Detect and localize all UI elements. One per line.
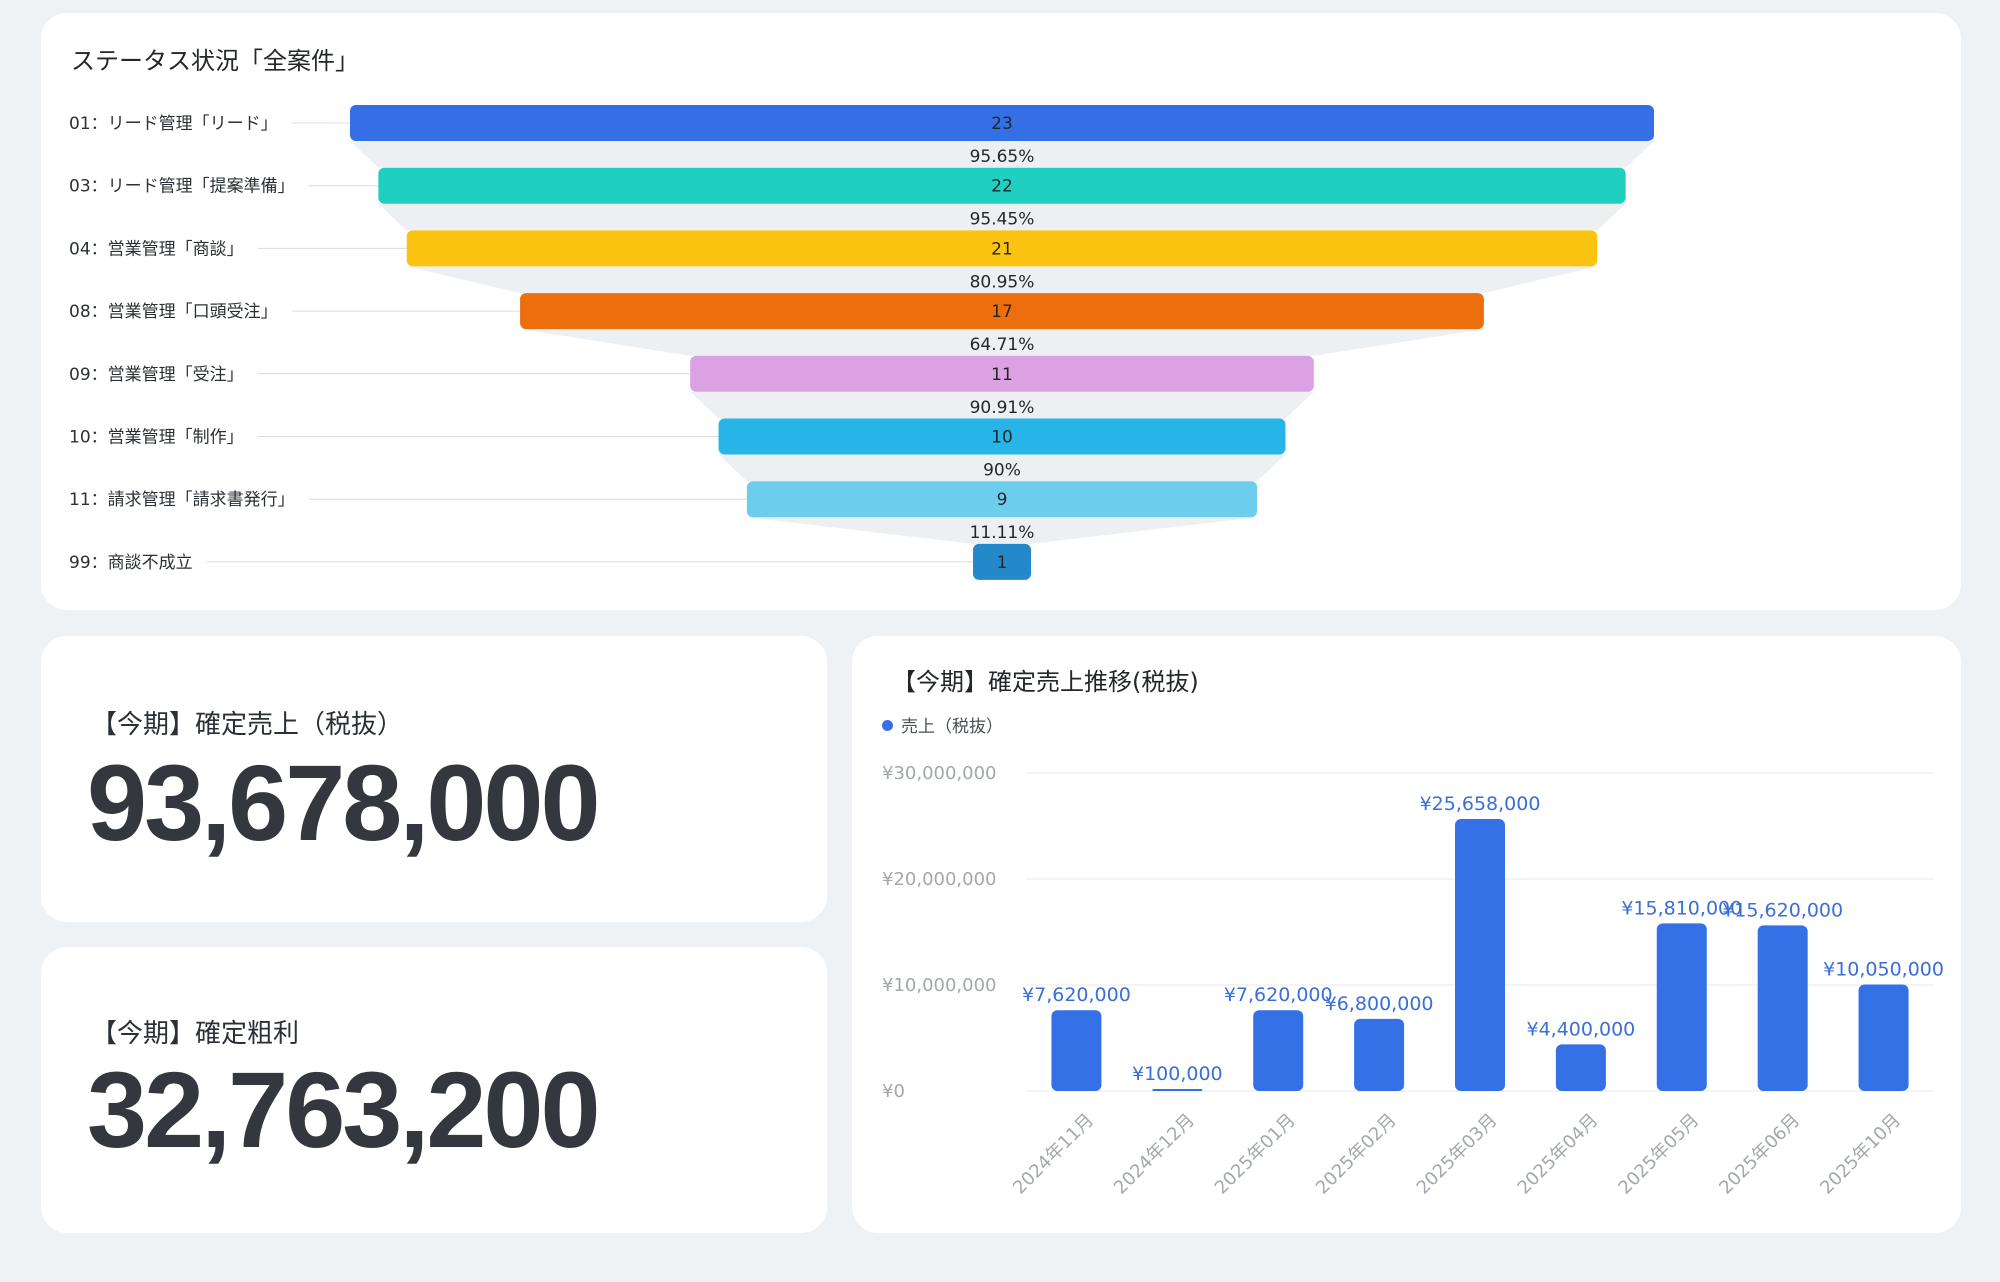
confirmed-profit-card: 【今期】確定粗利 32,763,200 — [41, 947, 827, 1233]
funnel-conversion-label: 90% — [983, 461, 1021, 481]
funnel-value-label: 9 — [997, 490, 1008, 510]
x-tick-label: 2025年10月 — [1816, 1110, 1905, 1199]
sales-bar[interactable] — [1152, 1089, 1203, 1091]
funnel-value-label: 10 — [991, 428, 1013, 448]
sales-trend-title: 【今期】確定売上推移(税抜) — [892, 668, 1199, 696]
funnel-value-label: 1 — [997, 553, 1008, 573]
x-tick-label: 2025年01月 — [1211, 1110, 1300, 1199]
sales-bar[interactable] — [1253, 1010, 1304, 1091]
x-tick-label: 2025年05月 — [1614, 1110, 1703, 1199]
sales-bar[interactable] — [1757, 925, 1808, 1091]
funnel-bar[interactable] — [690, 355, 1314, 392]
y-tick-label: ¥30,000,000 — [882, 763, 997, 784]
sales-bar[interactable] — [1354, 1018, 1405, 1091]
confirmed-sales-label: 【今期】確定売上（税抜） — [91, 710, 404, 740]
funnel-conversion-label: 11.11% — [970, 523, 1035, 543]
funnel-connector — [746, 517, 1258, 544]
funnel-conversion-label: 95.45% — [970, 210, 1035, 230]
confirmed-profit-label: 【今期】確定粗利 — [91, 1019, 300, 1049]
funnel-value-label: 11 — [991, 365, 1013, 385]
bar-data-label: ¥15,810,000 — [1621, 897, 1742, 919]
funnel-conversion-label: 90.91% — [970, 398, 1035, 418]
confirmed-sales-card: 【今期】確定売上（税抜） 93,678,000 — [41, 636, 827, 922]
funnel-value-label: 17 — [991, 302, 1013, 322]
x-tick-label: 2025年04月 — [1514, 1110, 1603, 1199]
funnel-category-label: 11：請求管理「請求書発行」 — [69, 490, 295, 510]
funnel-bar[interactable] — [406, 230, 1598, 267]
sales-trend-chart: ¥0 ¥10,000,000 ¥20,000,000 ¥30,000,000 ¥7,62… — [882, 763, 1944, 1199]
funnel-bar[interactable] — [520, 293, 1484, 330]
funnel-category-label: 99：商談不成立 — [69, 553, 193, 573]
funnel-category-label: 08：営業管理「口頭受注」 — [69, 302, 278, 322]
funnel-conversion-label: 95.65% — [970, 147, 1035, 167]
funnel-bar[interactable] — [718, 418, 1286, 455]
bar-data-label: ¥7,620,000 — [1022, 984, 1131, 1006]
funnel-category-label: 09：営業管理「受注」 — [69, 365, 244, 385]
bar-data-label: ¥4,400,000 — [1526, 1018, 1635, 1040]
funnel-conversion-label: 80.95% — [970, 272, 1035, 292]
y-tick-label: ¥20,000,000 — [882, 869, 997, 890]
x-tick-label: 2024年12月 — [1110, 1110, 1199, 1199]
confirmed-profit-value: 32,763,200 — [87, 1049, 601, 1170]
funnel-connector — [520, 329, 1484, 356]
x-tick-label: 2025年06月 — [1715, 1110, 1804, 1199]
funnel-category-label: 04：営業管理「商談」 — [69, 239, 244, 259]
sales-bar[interactable] — [1555, 1044, 1606, 1091]
funnel-value-label: 22 — [991, 177, 1013, 197]
sales-trend-legend[interactable]: 売上（税抜） — [882, 712, 1003, 737]
legend-label: 売上（税抜） — [901, 717, 1003, 737]
funnel-bar[interactable] — [378, 167, 1626, 204]
funnel-connector — [378, 203, 1626, 231]
x-tick-label: 2025年03月 — [1413, 1110, 1502, 1199]
funnel-connector — [406, 266, 1598, 294]
bar-data-label: ¥25,658,000 — [1420, 793, 1541, 815]
bar-data-label: ¥100,000 — [1132, 1063, 1223, 1085]
funnel-category-label: 03：リード管理「提案準備」 — [69, 177, 295, 197]
confirmed-sales-value: 93,678,000 — [87, 742, 601, 863]
funnel-category-label: 01：リード管理「リード」 — [69, 114, 278, 134]
sales-trend-card: 【今期】確定売上推移(税抜) 売上（税抜） ¥0 ¥10,000,000 ¥20,0… — [852, 636, 1961, 1233]
funnel-chart: 01：リード管理「リード」 23 95.65% 03：リード管理「提案準備」 22 95.… — [69, 105, 1654, 580]
bar-data-label: ¥6,800,000 — [1325, 993, 1434, 1015]
x-tick-label: 2024年11月 — [1009, 1110, 1098, 1199]
funnel-connector — [718, 454, 1286, 482]
sales-bar[interactable] — [1656, 923, 1707, 1091]
funnel-conversion-label: 64.71% — [970, 335, 1035, 355]
funnel-bar[interactable] — [746, 481, 1258, 518]
sales-bar[interactable] — [1858, 984, 1909, 1091]
funnel-card: ステータス状況「全案件」 01：リード管理「リード」 23 95.65% 03：リード… — [41, 13, 1961, 610]
funnel-category-label: 10：営業管理「制作」 — [69, 428, 244, 448]
x-tick-label: 2025年02月 — [1312, 1110, 1401, 1199]
y-tick-label: ¥0 — [882, 1081, 905, 1102]
funnel-connector — [350, 141, 1654, 168]
funnel-bar[interactable] — [973, 543, 1031, 580]
funnel-connector — [690, 391, 1314, 419]
y-tick-label: ¥10,000,000 — [882, 975, 997, 996]
funnel-title: ステータス状況「全案件」 — [71, 47, 359, 75]
funnel-bar[interactable] — [350, 105, 1654, 141]
funnel-value-label: 23 — [991, 114, 1013, 134]
bar-data-label: ¥10,050,000 — [1823, 958, 1944, 980]
sales-bar[interactable] — [1051, 1010, 1102, 1091]
bar-data-label: ¥7,620,000 — [1224, 984, 1333, 1006]
bar-data-label: ¥15,620,000 — [1722, 899, 1843, 921]
legend-dot-icon — [882, 720, 893, 731]
sales-bar[interactable] — [1455, 819, 1505, 1091]
funnel-value-label: 21 — [991, 239, 1013, 259]
